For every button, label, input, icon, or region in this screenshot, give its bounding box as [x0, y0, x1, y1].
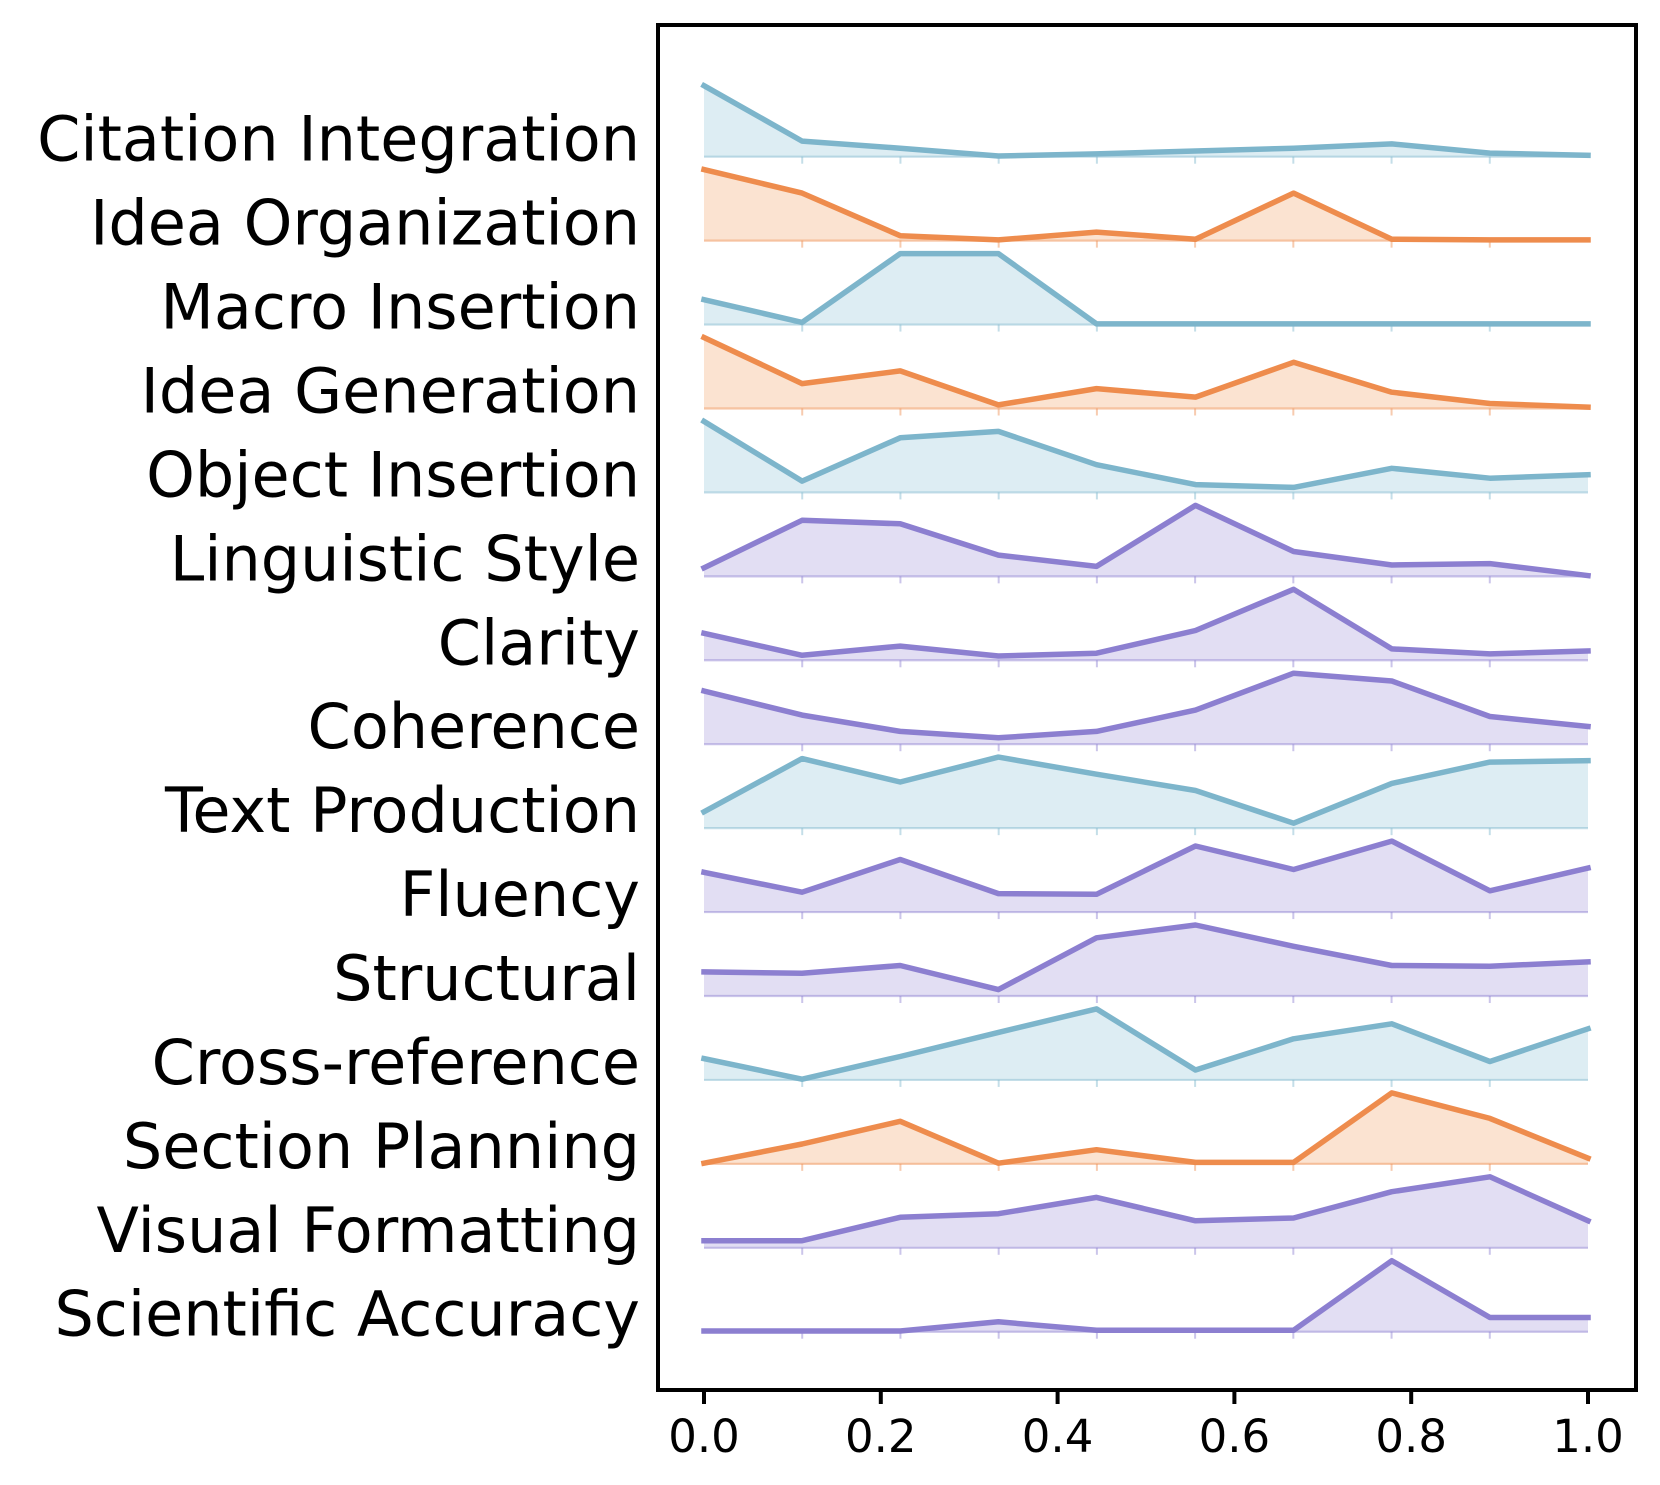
y-axis-label-clarity: Clarity [438, 606, 640, 679]
series-line-fluency [700, 838, 1592, 898]
series-line-coherence [700, 670, 1592, 741]
series-line-idea-generation [700, 333, 1591, 410]
series-area-section-planning [704, 1092, 1588, 1164]
series-area-structural [704, 925, 1588, 996]
series-area-linguistic-style [704, 505, 1588, 577]
series-area-clarity [704, 589, 1588, 661]
y-axis-label-macro-insertion: Macro Insertion [160, 271, 640, 344]
y-axis-label-fluency: Fluency [400, 858, 640, 931]
y-axis-label-object-insertion: Object Insertion [146, 438, 640, 511]
series-line-macro-insertion [700, 250, 1591, 327]
series-line-idea-organization [700, 166, 1591, 243]
ridge-rows [700, 81, 1592, 1339]
x-tick-label: 0.4 [1022, 1410, 1094, 1463]
series-line-structural [701, 922, 1591, 993]
series-area-idea-generation [704, 337, 1588, 409]
series-line-cross-reference [700, 1006, 1592, 1082]
y-axis-label-visual-formatting: Visual Formatting [97, 1194, 640, 1267]
y-axis-labels: Citation Integration Idea Organization Mac… [37, 103, 640, 1351]
series-area-idea-organization [704, 169, 1588, 241]
x-tick-label: 0.0 [668, 1410, 740, 1463]
y-axis-label-coherence: Coherence [308, 690, 640, 763]
x-tick-label: 0.2 [845, 1410, 917, 1463]
y-axis-label-idea-organization: Idea Organization [90, 187, 640, 260]
y-axis-label-linguistic-style: Linguistic Style [170, 522, 640, 595]
series-area-object-insertion [704, 421, 1588, 493]
y-axis-label-text-production: Text Production [164, 774, 640, 847]
x-tick-label: 0.8 [1375, 1410, 1447, 1463]
series-line-visual-formatting [701, 1174, 1592, 1244]
x-axis: 0.0 0.2 0.4 0.6 0.8 1.0 [668, 1390, 1624, 1463]
series-line-citation-integration [700, 81, 1591, 159]
series-area-coherence [704, 673, 1588, 745]
plot-frame [656, 23, 1638, 1392]
y-axis-label-scientific-accuracy: Scientific Accuracy [54, 1278, 640, 1351]
series-line-linguistic-style [700, 502, 1592, 579]
series-line-scientific-accuracy [701, 1257, 1591, 1334]
series-line-clarity [700, 586, 1591, 659]
series-line-text-production [700, 754, 1591, 826]
series-area-citation-integration [704, 85, 1588, 157]
series-area-macro-insertion [704, 253, 1588, 325]
y-axis-label-section-planning: Section Planning [123, 1110, 640, 1183]
series-area-fluency [704, 841, 1588, 913]
series-area-text-production [704, 757, 1588, 829]
x-tick-label: 1.0 [1552, 1410, 1624, 1463]
series-area-visual-formatting [704, 1176, 1588, 1248]
x-tick-label: 0.6 [1199, 1410, 1271, 1463]
series-line-object-insertion [700, 417, 1591, 491]
series-area-cross-reference [704, 1008, 1588, 1080]
y-axis-label-citation-integration: Citation Integration [37, 103, 640, 176]
y-axis-label-idea-generation: Idea Generation [141, 355, 640, 428]
series-line-section-planning [700, 1090, 1592, 1167]
y-axis-label-structural: Structural [333, 942, 640, 1015]
y-axis-label-cross-reference: Cross-reference [152, 1026, 640, 1099]
